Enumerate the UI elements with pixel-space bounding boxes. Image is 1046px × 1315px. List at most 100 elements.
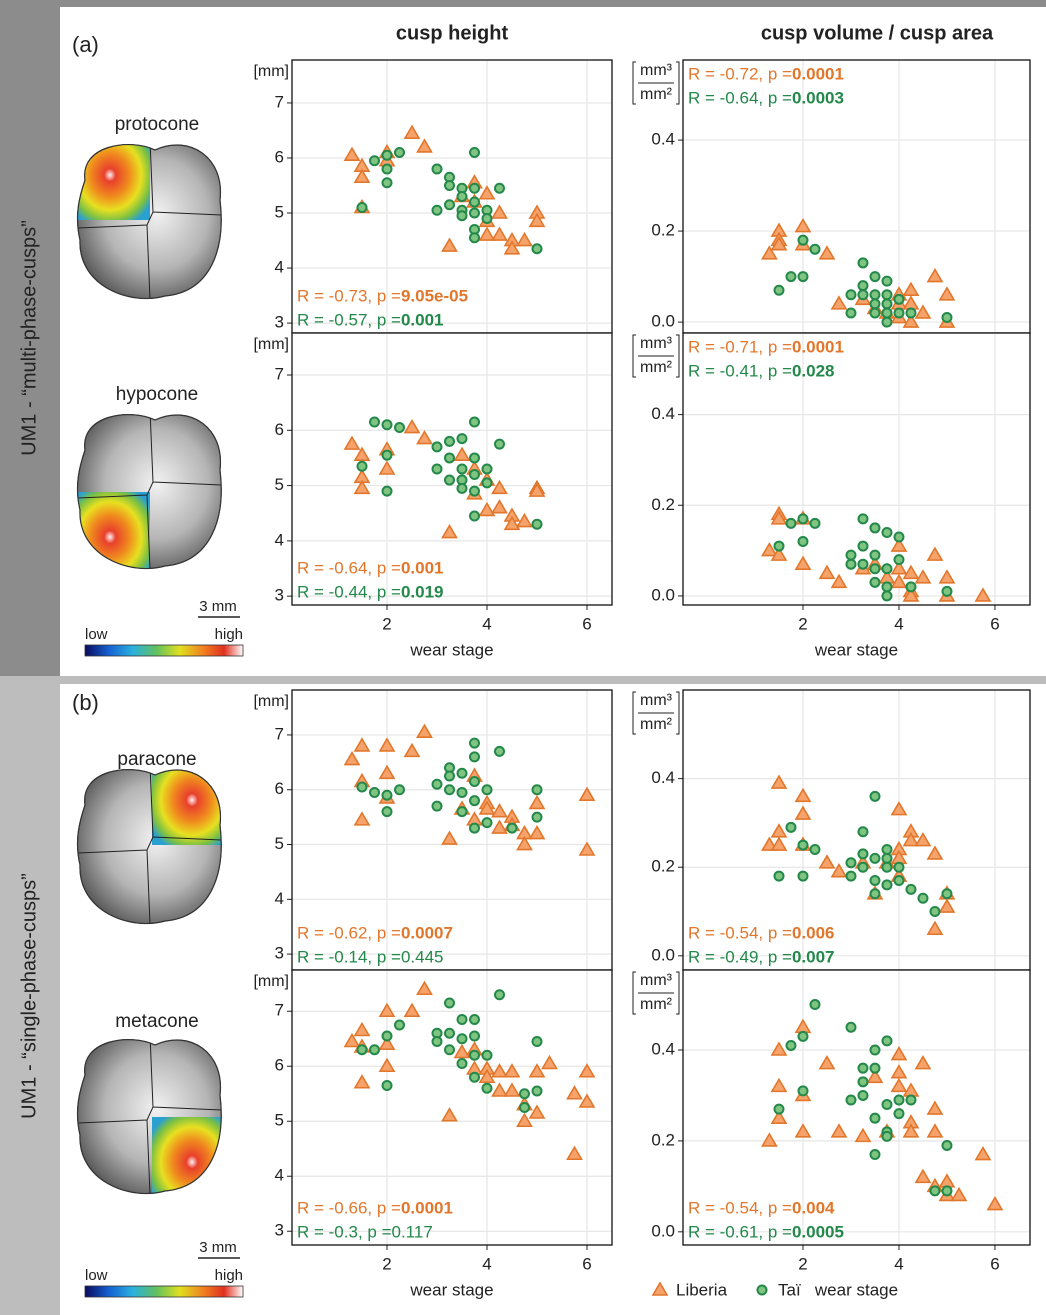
circle-point xyxy=(893,1108,905,1120)
triangle-point xyxy=(503,1063,521,1078)
circle-point xyxy=(394,146,405,158)
circle-point xyxy=(881,275,893,287)
y-tick-label: 6 xyxy=(275,779,284,798)
triangle-point xyxy=(491,499,508,514)
circle-point xyxy=(381,1030,393,1042)
x-tick-label: 2 xyxy=(382,614,391,633)
y-tick-label: 0.0 xyxy=(651,312,675,331)
circle-point xyxy=(456,210,468,222)
triangle-point xyxy=(478,800,496,815)
y-tick-label: 4 xyxy=(275,889,284,908)
y-unit-numerator: mm³ xyxy=(640,692,673,709)
circle-point xyxy=(444,452,455,464)
triangle-point xyxy=(974,587,992,602)
circle-point xyxy=(881,581,893,593)
triangle-point xyxy=(353,811,371,826)
tooth-outline xyxy=(76,414,222,570)
plot-frame xyxy=(682,969,1031,1246)
circle-point xyxy=(893,861,905,873)
stat-p: 0.0001 xyxy=(401,1198,453,1217)
y-tick-label: 4 xyxy=(275,530,284,549)
x-tick-label: 2 xyxy=(798,614,807,633)
triangle-point xyxy=(343,146,361,162)
y-tick-label: 0.2 xyxy=(651,221,675,240)
circle-point xyxy=(369,786,380,798)
triangle-point xyxy=(378,737,396,752)
circle-point xyxy=(773,284,785,296)
y-tick-label: 3 xyxy=(275,1221,284,1240)
circle-point xyxy=(381,449,393,461)
circle-point xyxy=(857,1062,869,1074)
colorbar-high: high xyxy=(215,1267,243,1284)
circle-point xyxy=(857,826,869,838)
stat-text: R = -0.72, p = xyxy=(688,64,792,83)
tooth-outline xyxy=(76,144,222,300)
triangle-point xyxy=(528,212,546,228)
triangle-point xyxy=(441,237,458,252)
circle-point xyxy=(431,1036,443,1047)
triangle-point xyxy=(503,240,521,255)
y-tick-label: 0.4 xyxy=(651,1039,675,1058)
circle-point xyxy=(469,822,480,834)
plot-area xyxy=(683,690,1030,970)
triangle-point xyxy=(541,1054,558,1070)
triangle-point xyxy=(528,482,546,497)
triangle-point xyxy=(830,295,848,310)
triangle-point xyxy=(441,1107,458,1122)
circle-point xyxy=(869,875,881,887)
y-tick-label: 5 xyxy=(275,475,284,494)
triangle-point xyxy=(578,841,596,856)
circle-point xyxy=(785,271,797,283)
circle-point xyxy=(869,563,881,575)
triangle-point xyxy=(353,479,371,495)
triangle-point xyxy=(770,546,788,561)
circle-point xyxy=(929,906,941,918)
triangle-point xyxy=(890,560,908,575)
circle-point xyxy=(881,861,893,873)
bracket xyxy=(632,971,680,1015)
y-tick-label: 7 xyxy=(275,92,284,111)
triangle-point xyxy=(902,281,920,297)
plot-area xyxy=(292,690,612,970)
triangle-point xyxy=(478,1068,496,1084)
circle-point xyxy=(431,463,443,475)
triangle-point xyxy=(578,1063,596,1078)
x-tick-label: 4 xyxy=(482,1254,491,1273)
stat-p: 0.007 xyxy=(792,947,835,966)
triangle-point xyxy=(986,1195,1004,1211)
row-strip xyxy=(0,676,60,1315)
circle-point xyxy=(394,422,405,434)
y-tick-label: 6 xyxy=(275,1056,284,1075)
circle-point xyxy=(456,463,468,475)
triangle-point xyxy=(353,446,371,461)
x-axis-label: wear stage xyxy=(814,1280,898,1299)
y-tick-label: 0.4 xyxy=(651,768,675,787)
triangle-point xyxy=(890,1077,908,1093)
y-tick-label: 4 xyxy=(275,1166,284,1185)
circle-point xyxy=(369,1044,380,1056)
triangle-point xyxy=(902,313,920,328)
triangle-point xyxy=(794,217,812,233)
bracket xyxy=(632,334,680,378)
circle-point xyxy=(356,1044,368,1056)
triangle-point xyxy=(403,1002,421,1018)
circle-point xyxy=(845,307,857,319)
circle-point xyxy=(881,590,893,602)
cusp-border xyxy=(77,414,222,569)
circle-point xyxy=(785,821,797,833)
triangle-point xyxy=(794,805,812,820)
y-unit-denominator: mm² xyxy=(640,996,673,1013)
circle-point xyxy=(444,784,455,796)
circle-point xyxy=(469,1030,480,1042)
circle-point xyxy=(756,1284,768,1296)
stat-p: 0.117 xyxy=(392,1222,433,1241)
circle-point xyxy=(469,207,480,219)
y-tick-label: 3 xyxy=(275,944,284,963)
circle-point xyxy=(785,1039,797,1051)
triangle-point xyxy=(926,546,944,561)
triangle-point xyxy=(578,786,596,802)
circle-point xyxy=(494,989,505,1001)
triangle-point xyxy=(914,569,932,584)
y-tick-label: 0.2 xyxy=(651,495,675,514)
